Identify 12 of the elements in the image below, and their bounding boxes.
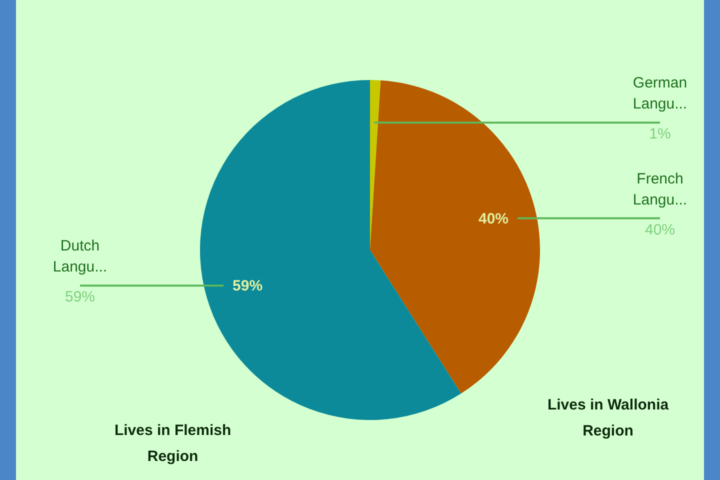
data-label: 1% xyxy=(649,126,671,143)
data-label: 59% xyxy=(232,278,263,295)
slice-label: German Langu... xyxy=(632,74,688,113)
text: 40% xyxy=(644,221,676,238)
slice-label: French Langu... xyxy=(632,170,688,208)
text: Lives in Wallonia Region xyxy=(547,396,670,440)
slice-label: Dutch Langu... xyxy=(52,238,108,276)
pie-slice xyxy=(370,80,540,394)
text: 59% xyxy=(64,288,96,306)
pie-slice xyxy=(200,80,462,420)
data-label: 40% xyxy=(478,210,509,228)
text: Lives in Flemish Region xyxy=(114,422,232,466)
